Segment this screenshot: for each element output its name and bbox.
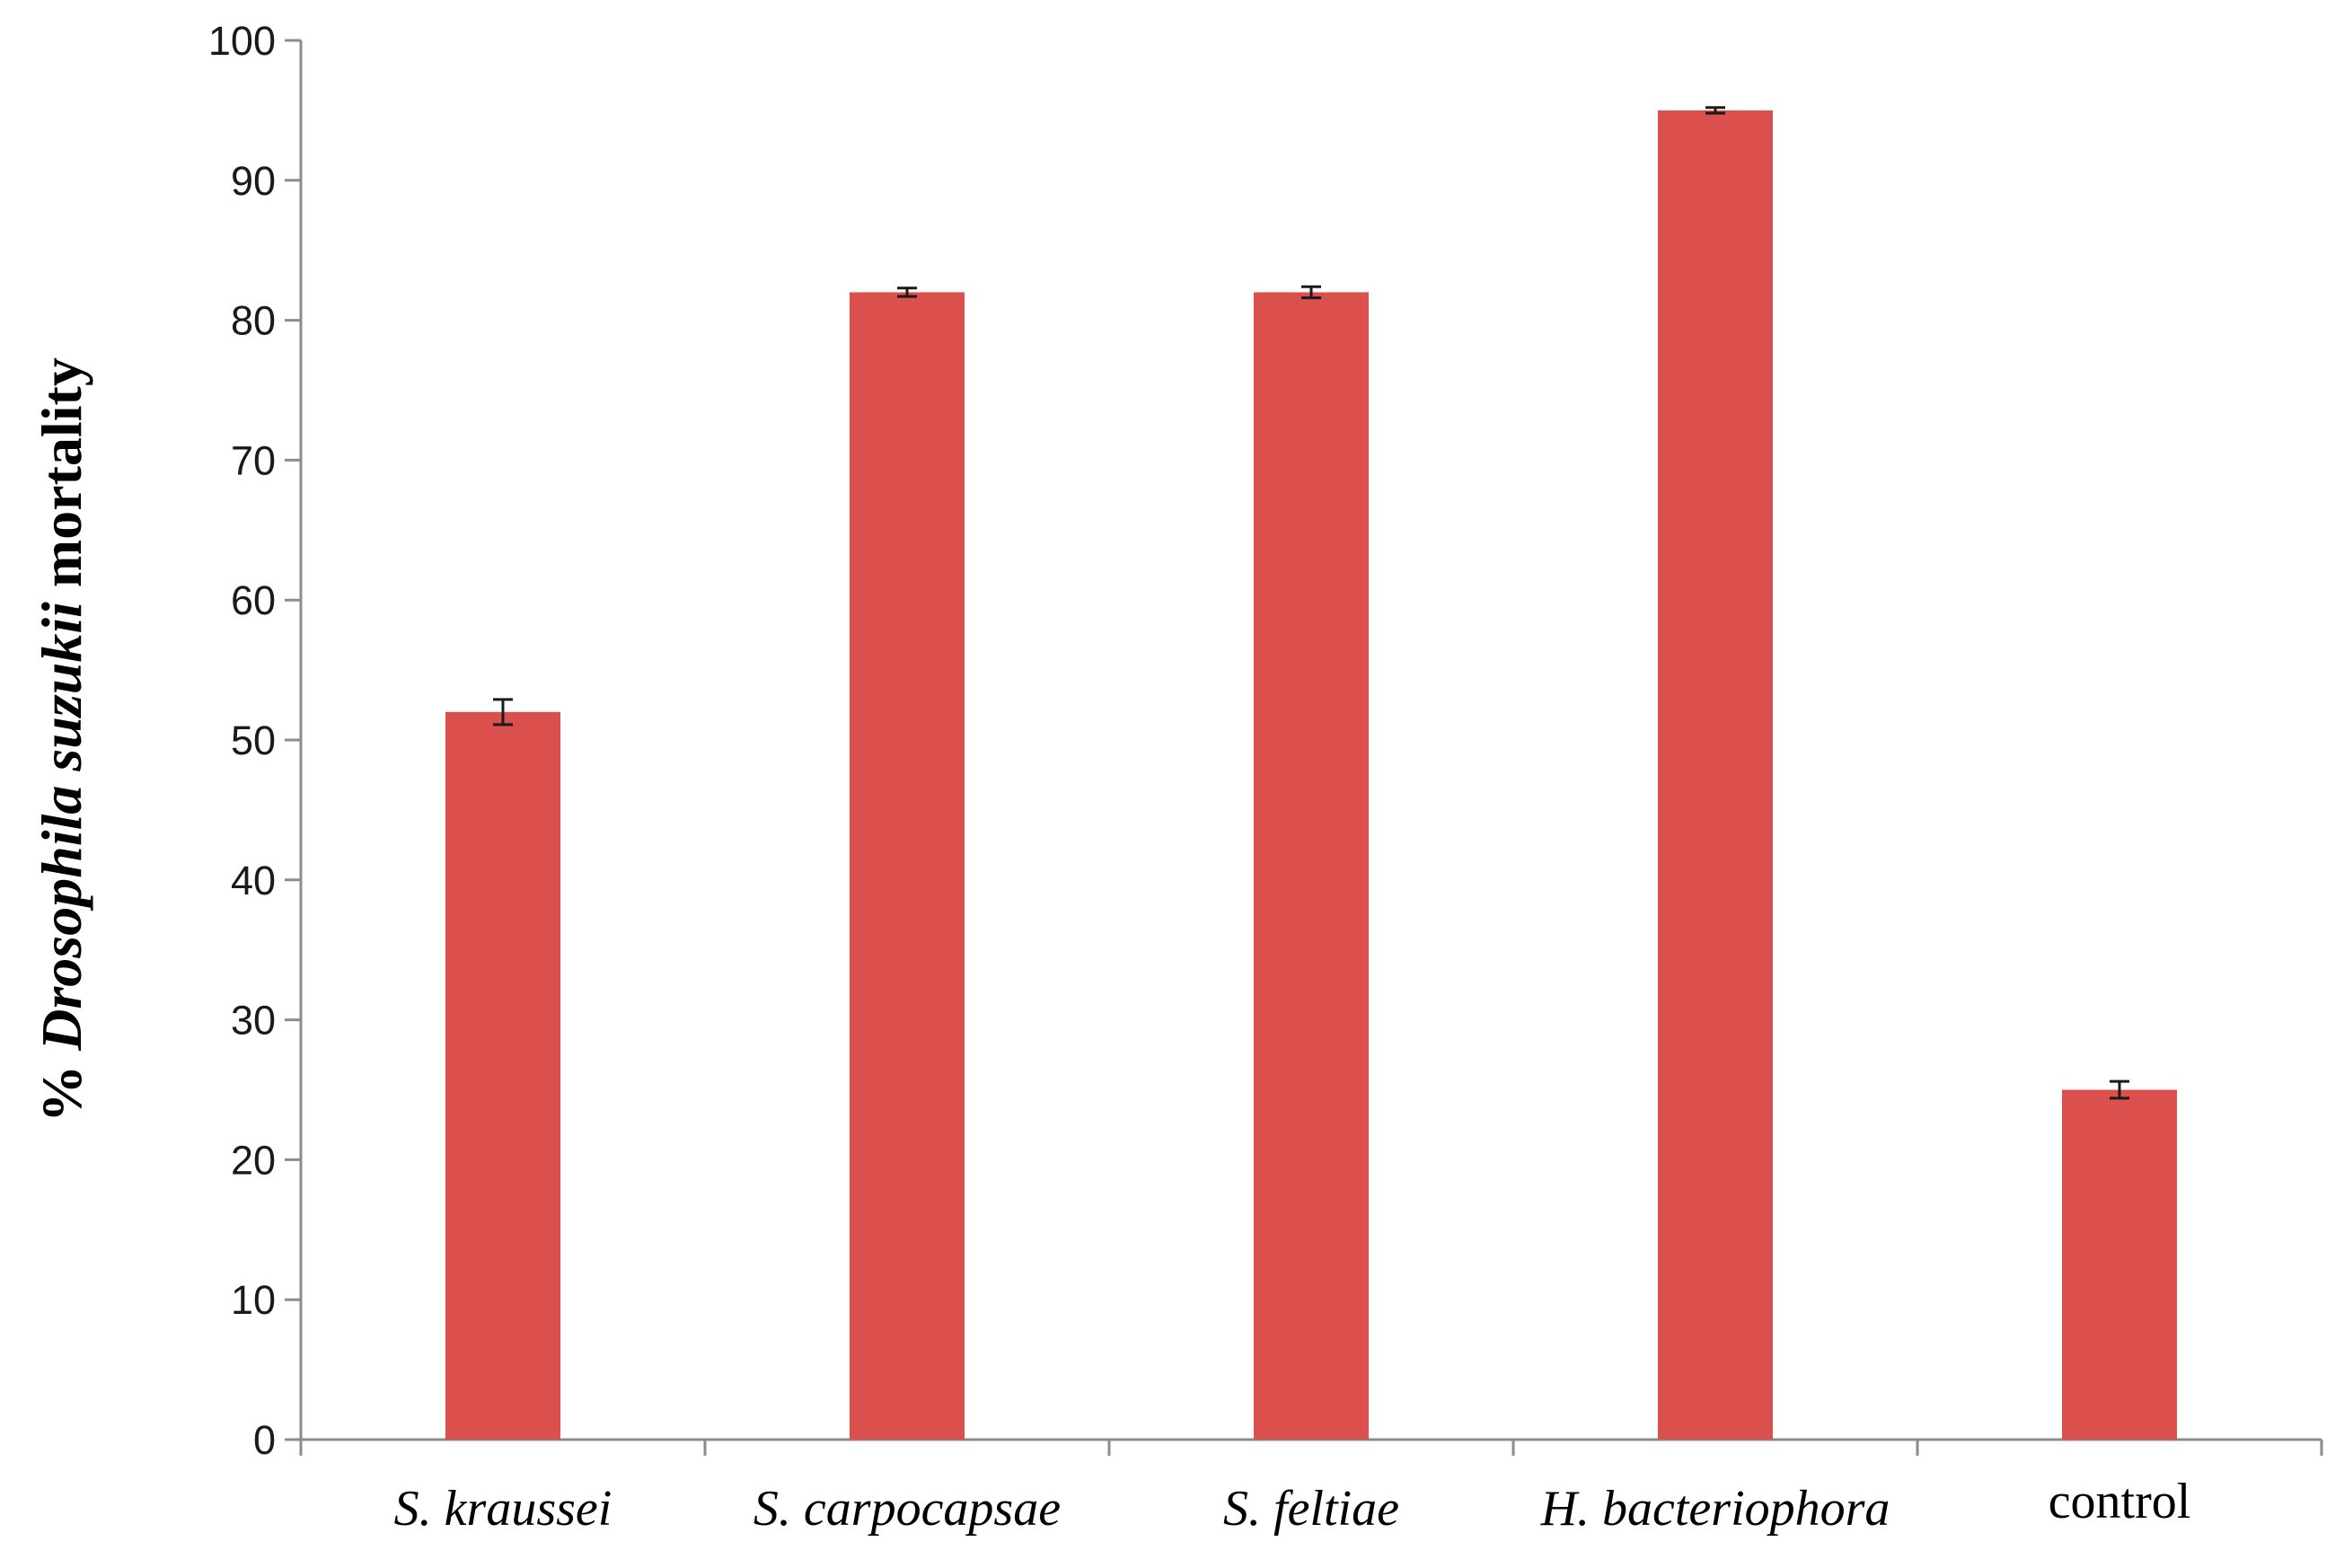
x-axis	[299, 1438, 2323, 1456]
y-tick-label: 90	[231, 158, 276, 204]
y-tick-label: 100	[208, 18, 276, 64]
y-axis-label: % Drosophila suzukii mortality	[30, 357, 93, 1123]
y-tick-label: 40	[231, 858, 276, 903]
bar	[2062, 1089, 2177, 1440]
y-tick-label: 10	[231, 1277, 276, 1323]
error-bar	[1705, 106, 1725, 115]
bar	[850, 292, 965, 1440]
bars	[445, 110, 2177, 1440]
x-tick-label: S. kraussei	[394, 1481, 612, 1537]
error-bar	[493, 698, 513, 727]
error-bars	[493, 106, 2129, 1100]
error-bar	[2110, 1079, 2129, 1100]
y-tick-label: 20	[231, 1137, 276, 1183]
y-tick-label: 80	[231, 298, 276, 344]
error-bar	[1301, 285, 1321, 300]
bar	[445, 711, 560, 1440]
error-bar	[897, 286, 917, 298]
y-axis: 0 10 20 30 40 50 60 70 80 90 100	[208, 18, 303, 1463]
x-tick-labels: S. kraussei S. carpocapsae S. feltiae H. ba…	[394, 1474, 2191, 1537]
y-tick-label: 70	[231, 437, 276, 483]
y-axis-title: % Drosophila suzukii mortality	[30, 357, 93, 1123]
x-tick-label: control	[2049, 1474, 2191, 1529]
bar	[1658, 110, 1773, 1440]
y-tick-label: 60	[231, 577, 276, 623]
y-tick-label: 50	[231, 718, 276, 763]
x-tick-label: S. feltiae	[1223, 1481, 1399, 1537]
y-tick-label: 30	[231, 998, 276, 1044]
bar	[1254, 292, 1369, 1440]
x-tick-label: H. bacteriophora	[1540, 1481, 1890, 1537]
x-tick-label: S. carpocapsae	[753, 1481, 1061, 1537]
y-tick-label: 0	[253, 1417, 276, 1463]
